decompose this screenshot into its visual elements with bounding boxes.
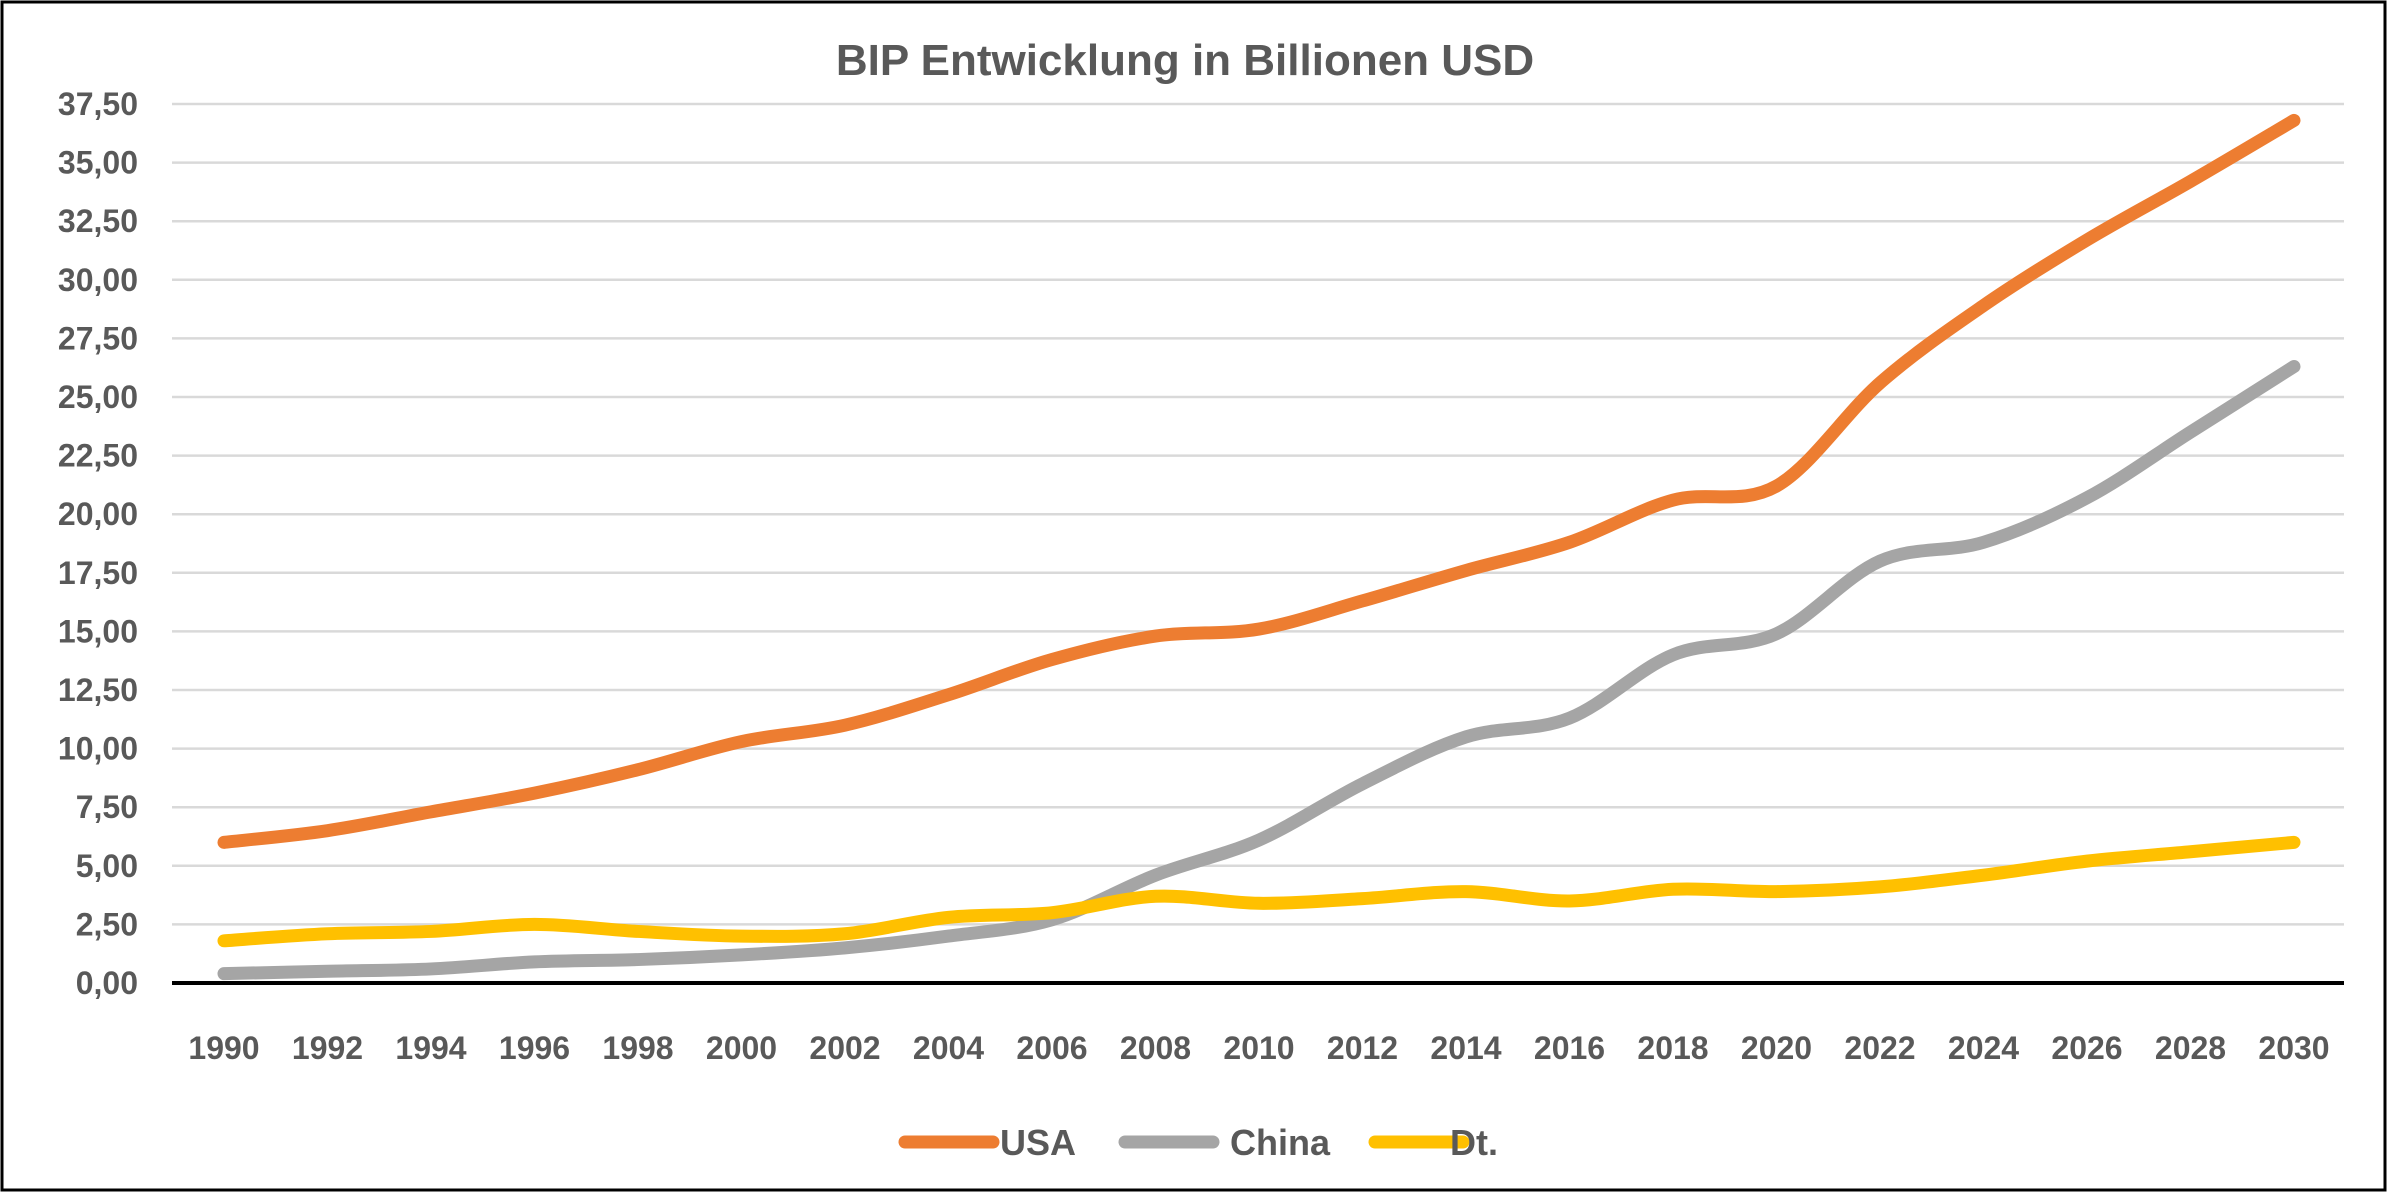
y-tick-label: 0,00 <box>76 965 138 1001</box>
x-tick-label: 2020 <box>1741 1030 1812 1066</box>
x-tick-label: 2016 <box>1534 1030 1605 1066</box>
legend: USA China Dt. <box>898 1122 1498 1163</box>
y-tick-label: 27,50 <box>58 320 138 356</box>
x-axis-ticks: 1990 1992 1994 1996 1998 2000 2002 2004 2006 2008… <box>188 1030 2329 1066</box>
y-tick-label: 12,50 <box>58 672 138 708</box>
series-line-usa <box>217 113 2301 849</box>
x-tick-label: 2014 <box>1430 1030 1501 1066</box>
series-line-china <box>217 360 2301 981</box>
y-tick-label: 20,00 <box>58 496 138 532</box>
x-tick-label: 2008 <box>1120 1030 1191 1066</box>
chart-title: BIP Entwicklung in Billionen USD <box>836 36 1534 85</box>
x-tick-label: 1994 <box>395 1030 466 1066</box>
y-tick-label: 22,50 <box>58 438 138 474</box>
y-tick-label: 35,00 <box>58 145 138 181</box>
x-tick-label: 2010 <box>1223 1030 1294 1066</box>
y-tick-label: 5,00 <box>76 848 138 884</box>
legend-label: Dt. <box>1450 1122 1498 1163</box>
x-tick-label: 1990 <box>188 1030 259 1066</box>
x-tick-label: 1998 <box>602 1030 673 1066</box>
x-tick-label: 2004 <box>913 1030 984 1066</box>
y-tick-label: 37,50 <box>58 86 138 122</box>
legend-label: China <box>1230 1122 1331 1163</box>
x-tick-label: 2012 <box>1327 1030 1398 1066</box>
y-tick-label: 2,50 <box>76 906 138 942</box>
y-tick-label: 17,50 <box>58 555 138 591</box>
y-tick-label: 15,00 <box>58 613 138 649</box>
x-tick-label: 1992 <box>292 1030 363 1066</box>
y-tick-label: 7,50 <box>76 789 138 825</box>
x-tick-label: 2024 <box>1948 1030 2019 1066</box>
x-tick-label: 2030 <box>2258 1030 2329 1066</box>
x-tick-label: 2006 <box>1016 1030 1087 1066</box>
x-tick-label: 2028 <box>2155 1030 2226 1066</box>
x-tick-label: 2022 <box>1844 1030 1915 1066</box>
series-line-dt <box>217 835 2301 948</box>
x-tick-label: 2000 <box>706 1030 777 1066</box>
y-tick-label: 30,00 <box>58 262 138 298</box>
series-lines <box>217 113 2301 981</box>
x-tick-label: 1996 <box>499 1030 570 1066</box>
x-tick-label: 2026 <box>2051 1030 2122 1066</box>
y-tick-label: 10,00 <box>58 731 138 767</box>
y-tick-label: 32,50 <box>58 203 138 239</box>
x-tick-label: 2018 <box>1637 1030 1708 1066</box>
y-tick-label: 25,00 <box>58 379 138 415</box>
legend-label: USA <box>1000 1122 1076 1163</box>
y-axis-ticks: 0,00 2,50 5,00 7,50 10,00 12,50 15,00 17,50 20,0… <box>58 86 138 1001</box>
x-tick-label: 2002 <box>809 1030 880 1066</box>
